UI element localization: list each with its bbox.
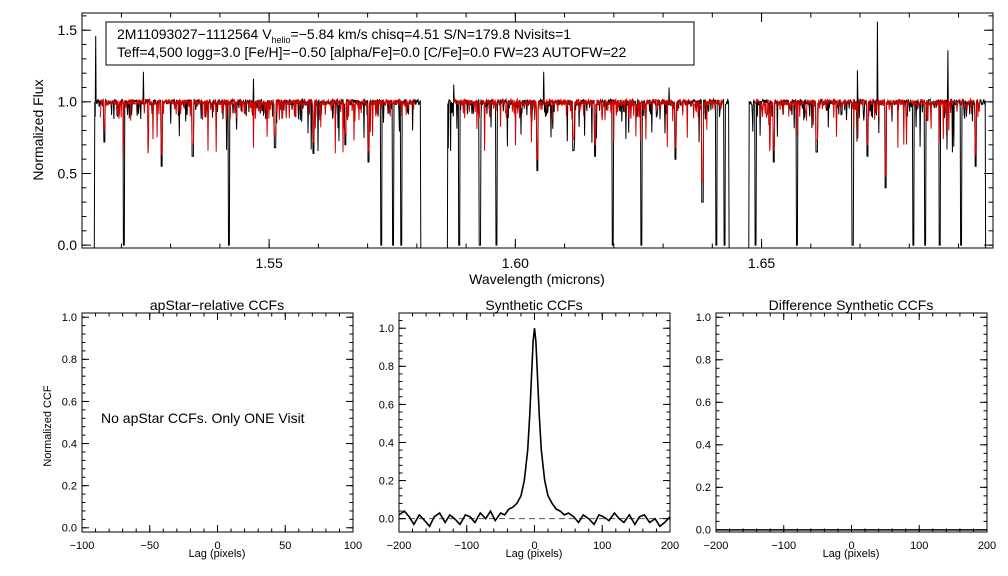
apstar-ccf-title: apStar−relative CCFs xyxy=(150,297,284,313)
synthetic-ccf-y-tick-label: 0.0 xyxy=(379,514,394,526)
synthetic-ccf-panel: −200 −100 0 100 200 0.0 0.2 0.4 0.6 0.8 1.0 Synthe… xyxy=(379,297,679,560)
synthetic-ccf-ticks: −200 −100 0 100 200 0.0 0.2 0.4 0.6 0.8 1.0 xyxy=(379,313,679,552)
apstar-ccf-x-tick-label: 100 xyxy=(344,540,362,552)
synthetic-ccf-title: Synthetic CCFs xyxy=(485,297,582,313)
difference-ccf-y-tick-label: 1.0 xyxy=(696,312,711,324)
spectrum-x-tick-label: 1.65 xyxy=(748,255,775,271)
synthetic-ccf-x-tick-label: −100 xyxy=(454,540,479,552)
apstar-ccf-ticks: −100 −50 0 50 100 0.0 0.2 0.4 0.6 0.8 1.0 xyxy=(62,312,362,552)
synthetic-ccf-curve xyxy=(398,328,671,528)
fit-stats-text: =−5.84 km/s chisq=4.51 S/N=179.8 Nvisits… xyxy=(291,26,572,42)
spectrum-info-box xyxy=(105,21,695,66)
spectrum-panel: 1.55 1.60 1.65 0.0 0.5 1.0 1.5 Wavelength (mic… xyxy=(30,12,994,287)
synthetic-ccf-x-axis-label: Lag (pixels) xyxy=(506,548,563,560)
model-spectrum-segment-1 xyxy=(99,97,416,156)
spectrum-y-tick-label: 0.5 xyxy=(58,165,78,181)
synthetic-ccf-x-tick-label: 100 xyxy=(593,540,611,552)
spectrum-y-axis-label: Normalized Flux xyxy=(30,79,46,180)
synthetic-ccf-y-tick-label: 0.4 xyxy=(379,437,394,449)
helio-subscript: helio xyxy=(272,35,291,45)
apstar-ccf-y-tick-label: 0.0 xyxy=(62,523,77,535)
model-spectrum-segment-3 xyxy=(754,97,981,177)
model-spectrum-segment-2 xyxy=(453,97,724,182)
spectrum-series-group xyxy=(93,21,987,248)
apstar-ccf-y-tick-label: 0.2 xyxy=(62,481,77,493)
spectrum-y-tick-label: 1.0 xyxy=(58,94,78,110)
apstar-ccf-y-tick-label: 1.0 xyxy=(62,312,77,324)
spectrum-x-axis-label: Wavelength (microns) xyxy=(469,271,605,287)
difference-ccf-ticks: −200 −100 0 100 200 0.0 0.2 0.4 0.6 0.8 1.0 xyxy=(696,312,996,552)
difference-ccf-panel: −200 −100 0 100 200 0.0 0.2 0.4 0.6 0.8 1.0 Differ… xyxy=(696,297,996,560)
difference-ccf-x-tick-label: 200 xyxy=(978,540,996,552)
synthetic-ccf-x-tick-label: 0 xyxy=(531,540,537,552)
spectrum-info-line-1: 2M11093027−1112564 Vhelio=−5.84 km/s chi… xyxy=(117,26,571,45)
synthetic-ccf-y-tick-label: 0.6 xyxy=(379,399,394,411)
difference-ccf-y-tick-label: 0.8 xyxy=(696,355,711,367)
difference-ccf-plot-frame xyxy=(715,312,988,533)
synthetic-ccf-y-tick-label: 0.2 xyxy=(379,475,394,487)
synthetic-ccf-plot-frame xyxy=(398,312,671,533)
star-id-and-velocity-label: 2M11093027−1112564 V xyxy=(117,26,272,42)
difference-ccf-x-tick-label: 100 xyxy=(910,540,928,552)
synthetic-ccf-y-tick-label: 1.0 xyxy=(379,323,394,335)
difference-ccf-x-axis-label: Lag (pixels) xyxy=(823,548,880,560)
synthetic-ccf-x-tick-label: −200 xyxy=(387,540,412,552)
spectrum-info-line-2: Teff=4,500 logg=3.0 [Fe/H]=−0.50 [alpha/… xyxy=(117,44,626,60)
difference-ccf-y-tick-label: 0.0 xyxy=(696,525,711,537)
apstar-ccf-panel: −100 −50 0 50 100 0.0 0.2 0.4 0.6 0.8 1.0 apStar−r… xyxy=(42,297,362,560)
apstar-ccf-x-tick-label: 0 xyxy=(214,540,220,552)
apstar-ccf-y-tick-label: 0.8 xyxy=(62,354,77,366)
spectrum-x-tick-label: 1.60 xyxy=(502,255,529,271)
no-apstar-ccfs-message: No apStar CCFs. Only ONE Visit xyxy=(101,410,305,426)
difference-ccf-y-tick-label: 0.2 xyxy=(696,482,711,494)
synthetic-ccf-x-tick-label: 200 xyxy=(661,540,679,552)
apstar-ccf-y-tick-label: 0.6 xyxy=(62,396,77,408)
observed-spectrum-segment-1 xyxy=(93,35,422,248)
apstar-ccf-x-axis-label: Lag (pixels) xyxy=(189,548,246,560)
difference-ccf-y-tick-label: 0.6 xyxy=(696,397,711,409)
spectrum-y-tick-label: 0.0 xyxy=(58,237,78,253)
apstar-ccf-x-tick-label: 50 xyxy=(279,540,291,552)
apstar-ccf-x-tick-label: −100 xyxy=(70,540,95,552)
difference-ccf-y-tick-label: 0.4 xyxy=(696,440,711,452)
synthetic-ccf-y-tick-label: 0.8 xyxy=(379,361,394,373)
spectrum-ticks: 1.55 1.60 1.65 0.0 0.5 1.0 1.5 xyxy=(58,13,993,271)
apstar-ccf-x-tick-label: −50 xyxy=(140,540,159,552)
observed-spectrum-segment-2 xyxy=(446,71,730,248)
synthetic-ccf-series-group xyxy=(398,328,671,528)
difference-ccf-title: Difference Synthetic CCFs xyxy=(769,297,934,313)
spectrum-y-tick-label: 1.5 xyxy=(58,22,78,38)
spectrum-x-tick-label: 1.55 xyxy=(255,255,282,271)
apstar-ccf-y-tick-label: 0.4 xyxy=(62,438,77,450)
difference-ccf-x-tick-label: 0 xyxy=(848,540,854,552)
apstar-ccf-y-axis-label: Normalized CCF xyxy=(42,385,54,467)
difference-ccf-x-tick-label: −100 xyxy=(771,540,796,552)
difference-ccf-x-tick-label: −200 xyxy=(704,540,729,552)
